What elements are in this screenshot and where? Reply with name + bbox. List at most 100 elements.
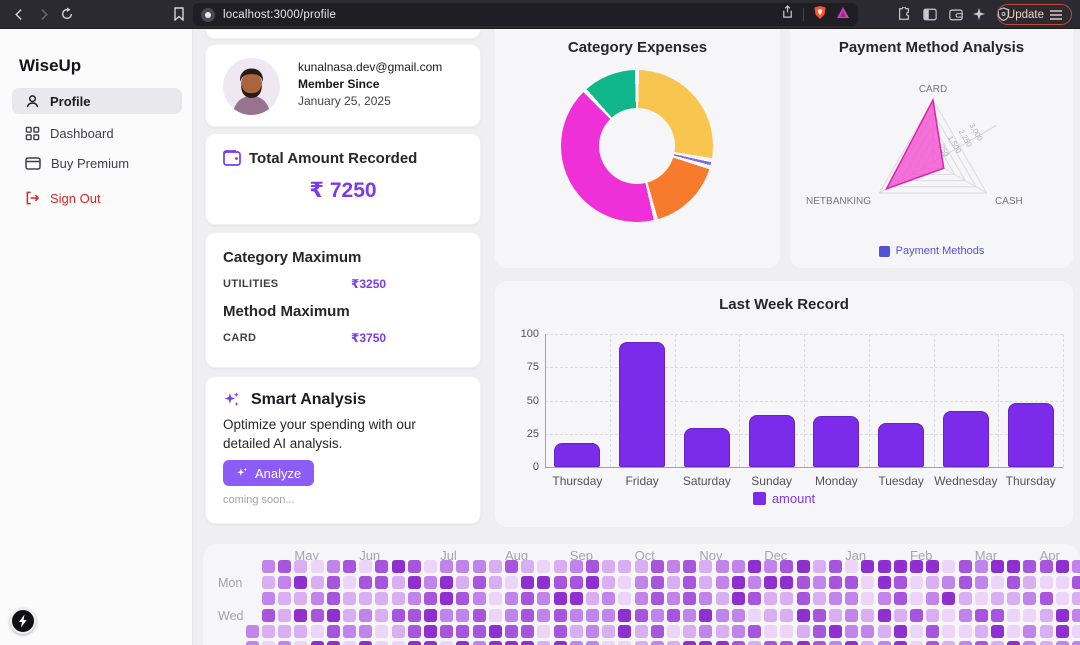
sidebar-item-sign-out[interactable]: Sign Out xyxy=(12,185,182,211)
update-button[interactable]: Update xyxy=(996,4,1072,25)
heatmap-cell xyxy=(699,641,713,645)
brave-rewards-icon[interactable] xyxy=(836,6,850,24)
address-bar[interactable]: localhost:3000/profile xyxy=(193,3,858,26)
heatmap-cell xyxy=(780,592,794,606)
heatmap-cell xyxy=(359,560,373,573)
share-icon[interactable] xyxy=(781,5,794,24)
site-info-icon[interactable] xyxy=(201,7,215,22)
brave-shield-icon[interactable] xyxy=(813,5,827,25)
heatmap-cell xyxy=(812,576,826,590)
heatmap-cell xyxy=(958,576,972,590)
sparkles-icon xyxy=(224,392,239,407)
heatmap-cell xyxy=(456,641,470,645)
heatmap-cell xyxy=(731,560,745,573)
heatmap-cell xyxy=(1072,641,1080,645)
leo-ai-sparkle-icon[interactable] xyxy=(968,3,990,25)
smart-analysis-title: Smart Analysis xyxy=(251,391,367,408)
heatmap-cell xyxy=(294,576,308,590)
reload-icon[interactable] xyxy=(56,3,78,25)
sidebar-item-dashboard[interactable]: Dashboard xyxy=(12,120,182,146)
back-icon[interactable] xyxy=(8,3,30,25)
heatmap-cell xyxy=(359,576,373,590)
profile-email: kunalnasa.dev@gmail.com xyxy=(298,60,443,74)
heatmap-cell xyxy=(424,560,437,573)
heatmap-cell xyxy=(537,624,551,638)
heatmap-cell xyxy=(521,641,535,645)
heatmap-cell xyxy=(618,560,632,573)
heatmap-cell xyxy=(1039,576,1053,590)
radar-legend: Payment Methods xyxy=(790,245,1073,257)
heatmap-cell xyxy=(359,608,373,622)
heatmap-cell xyxy=(796,624,810,638)
heatmap-cell xyxy=(1055,608,1069,622)
heatmap-cell xyxy=(683,560,697,573)
forward-icon[interactable] xyxy=(32,3,54,25)
radar-legend-swatch xyxy=(878,245,890,257)
heatmap-cell xyxy=(764,608,778,622)
member-since-label: Member Since xyxy=(298,77,380,91)
credit-card-icon xyxy=(25,156,41,170)
heatmap-cell xyxy=(634,608,648,622)
extensions-icon[interactable] xyxy=(893,3,915,25)
sidebar-item-profile[interactable]: Profile xyxy=(12,88,182,114)
heatmap-cell xyxy=(634,624,648,638)
radar-data-polygon xyxy=(884,97,945,191)
heatmap-cell xyxy=(861,560,875,573)
activity-heatmap-card: May Jun Jul Aug Sep Oct Nov Dec Jan Feb Mar Apr Mon W… xyxy=(203,544,1080,645)
heatmap-cell xyxy=(326,576,340,590)
heatmap-cell xyxy=(1072,592,1080,606)
heatmap-cell xyxy=(667,560,680,573)
heatmap-cell xyxy=(958,608,972,622)
heatmap-cell xyxy=(845,624,859,638)
heatmap-cell xyxy=(262,624,275,638)
heatmap-month-label: Apr xyxy=(1039,548,1060,563)
heatmap-cell xyxy=(667,576,680,590)
heatmap-cell xyxy=(893,576,907,590)
heatmap-cell xyxy=(424,608,437,622)
heatmap-cell xyxy=(294,592,308,606)
heatmap-cell xyxy=(343,592,356,606)
heatmap-month-label: Aug xyxy=(505,548,529,563)
gridline xyxy=(933,334,935,467)
heatmap-cell xyxy=(294,608,308,622)
heatmap-cell xyxy=(748,641,761,645)
sidebar-item-label: Buy Premium xyxy=(51,155,130,171)
update-label: Update xyxy=(1006,8,1044,21)
analyze-button[interactable]: Analyze xyxy=(223,460,315,486)
heatmap-cell xyxy=(764,641,778,645)
heatmap-day-label: Mon xyxy=(218,576,243,591)
heatmap-cell xyxy=(440,624,454,638)
heatmap-month-label: Jan xyxy=(845,548,867,563)
wallet-toolbar-icon[interactable] xyxy=(945,3,967,25)
heatmap-cell xyxy=(910,592,923,606)
heatmap-month-label: Jun xyxy=(359,548,381,563)
dev-tools-button[interactable] xyxy=(10,608,36,634)
heatmap-cell xyxy=(472,576,486,590)
divider xyxy=(803,8,804,21)
heatmap-cell xyxy=(326,641,340,645)
x-axis-category-label: Monday xyxy=(815,474,858,488)
heatmap-cell xyxy=(472,560,486,573)
heatmap-cell xyxy=(1055,641,1069,645)
sidebar-item-buy-premium[interactable]: Buy Premium xyxy=(12,150,182,176)
heatmap-cell xyxy=(310,624,324,638)
heatmap-cell xyxy=(748,608,761,622)
bookmark-icon[interactable] xyxy=(168,3,190,25)
heatmap-cell xyxy=(569,608,583,622)
heatmap-cell xyxy=(1007,560,1021,573)
y-axis-tick-label: 25 xyxy=(526,427,539,440)
category-maximum-value: ₹3250 xyxy=(351,277,387,291)
heatmap-cell xyxy=(278,624,292,638)
radar-category-label: CARD xyxy=(919,84,947,95)
heatmap-cell xyxy=(375,576,389,590)
heatmap-month-label: Dec xyxy=(764,548,788,563)
sidebar-toggle-icon[interactable] xyxy=(919,3,941,25)
bar xyxy=(748,415,795,467)
heatmap-cell xyxy=(602,608,616,622)
heatmap-cell xyxy=(326,624,340,638)
heatmap-cell xyxy=(829,576,842,590)
heatmap-cell xyxy=(812,560,826,573)
heatmap-cell xyxy=(829,624,842,638)
radar-chart-title: Payment Method Analysis xyxy=(838,39,1025,56)
heatmap-cell xyxy=(602,576,616,590)
